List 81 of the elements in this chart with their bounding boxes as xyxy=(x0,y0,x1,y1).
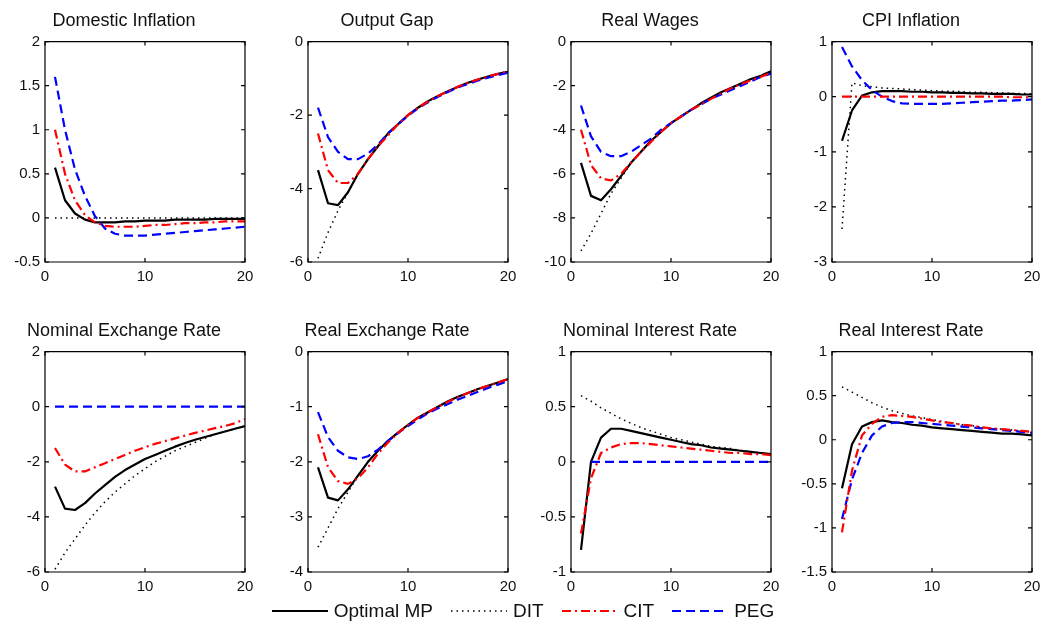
y-tick-label: -4 xyxy=(26,507,40,525)
y-tick-label: -6 xyxy=(289,252,303,270)
line-series xyxy=(840,413,1032,534)
chart-title: Real Exchange Rate xyxy=(304,319,470,340)
chart-title: CPI Inflation xyxy=(861,9,961,30)
x-tick-label: 10 xyxy=(662,267,680,285)
line-series xyxy=(316,379,508,461)
x-tick-label: 10 xyxy=(923,267,941,285)
y-tick-label: 0 xyxy=(818,86,827,104)
y-tick-label: 0 xyxy=(557,451,566,469)
x-tick-label: 20 xyxy=(499,577,517,595)
x-tick-label: 10 xyxy=(136,577,154,595)
y-tick-label: -0.5 xyxy=(14,252,40,270)
chart-title: Real Wages xyxy=(601,9,699,30)
y-tick-label: -1 xyxy=(552,562,566,580)
line-series xyxy=(579,441,771,535)
y-tick-label: -3 xyxy=(813,252,827,270)
y-tick-label: 1 xyxy=(818,341,827,359)
y-tick-label: 1 xyxy=(557,341,566,359)
y-tick-label: 1 xyxy=(818,31,827,49)
y-tick-label: 1 xyxy=(31,119,40,137)
x-tick-label: 20 xyxy=(1023,577,1041,595)
chart-title: Real Interest Rate xyxy=(838,319,984,340)
y-tick-label: -1 xyxy=(813,141,827,159)
legend-label: DIT xyxy=(512,600,544,622)
chart-title: Output Gap xyxy=(340,9,434,30)
y-tick-label: -1 xyxy=(289,396,303,414)
y-tick-label: -6 xyxy=(26,562,40,580)
x-tick-label: 20 xyxy=(499,267,517,285)
line-series xyxy=(316,71,508,161)
line-series xyxy=(316,69,508,185)
y-tick-label: 0.5 xyxy=(806,385,827,403)
y-tick-label: 2 xyxy=(31,341,40,359)
x-tick-label: 20 xyxy=(236,577,254,595)
x-tick-label: 10 xyxy=(662,577,680,595)
y-tick-label: 0.5 xyxy=(545,396,566,414)
y-tick-label: -6 xyxy=(552,163,566,181)
y-tick-label: -2 xyxy=(26,451,40,469)
line-series xyxy=(579,71,771,182)
legend-label: Optimal MP xyxy=(333,600,433,622)
y-tick-label: -2 xyxy=(813,197,827,215)
chart-title: Domestic Inflation xyxy=(52,9,196,30)
x-tick-label: 10 xyxy=(399,577,417,595)
y-tick-label: -1 xyxy=(813,518,827,536)
chart-title: Nominal Interest Rate xyxy=(562,319,738,340)
y-tick-label: 2 xyxy=(31,31,40,49)
y-tick-label: 0 xyxy=(294,341,303,359)
y-tick-label: -10 xyxy=(544,252,566,270)
y-tick-label: 0 xyxy=(31,208,40,226)
y-tick-label: -4 xyxy=(289,562,303,580)
x-tick-label: 20 xyxy=(1023,267,1041,285)
x-tick-label: 20 xyxy=(762,577,780,595)
x-tick-label: 10 xyxy=(923,577,941,595)
line-series xyxy=(840,46,1032,105)
y-tick-label: 0 xyxy=(31,396,40,414)
x-tick-label: 10 xyxy=(136,267,154,285)
y-tick-label: -1.5 xyxy=(801,562,827,580)
y-tick-label: -8 xyxy=(552,208,566,226)
y-tick-label: -3 xyxy=(289,507,303,525)
x-tick-label: 10 xyxy=(399,267,417,285)
y-tick-label: -4 xyxy=(289,178,303,196)
line-series xyxy=(840,421,1032,521)
y-tick-label: -0.5 xyxy=(801,473,827,491)
y-tick-label: -2 xyxy=(552,75,566,93)
x-tick-label: 20 xyxy=(236,267,254,285)
y-tick-label: 0 xyxy=(818,429,827,447)
y-tick-label: -2 xyxy=(289,451,303,469)
line-series xyxy=(53,75,245,237)
legend-label: CIT xyxy=(623,600,655,622)
chart-title: Nominal Exchange Rate xyxy=(26,319,222,340)
line-series xyxy=(53,128,245,228)
y-tick-label: 0.5 xyxy=(19,163,40,181)
y-tick-label: -0.5 xyxy=(540,507,566,525)
x-tick-label: 20 xyxy=(762,267,780,285)
y-tick-label: -4 xyxy=(552,119,566,137)
y-tick-label: 1.5 xyxy=(19,75,40,93)
y-tick-label: 0 xyxy=(557,31,566,49)
y-tick-label: 0 xyxy=(294,31,303,49)
legend-label: PEG xyxy=(734,600,775,622)
line-series xyxy=(579,72,771,158)
y-tick-label: -2 xyxy=(289,105,303,123)
